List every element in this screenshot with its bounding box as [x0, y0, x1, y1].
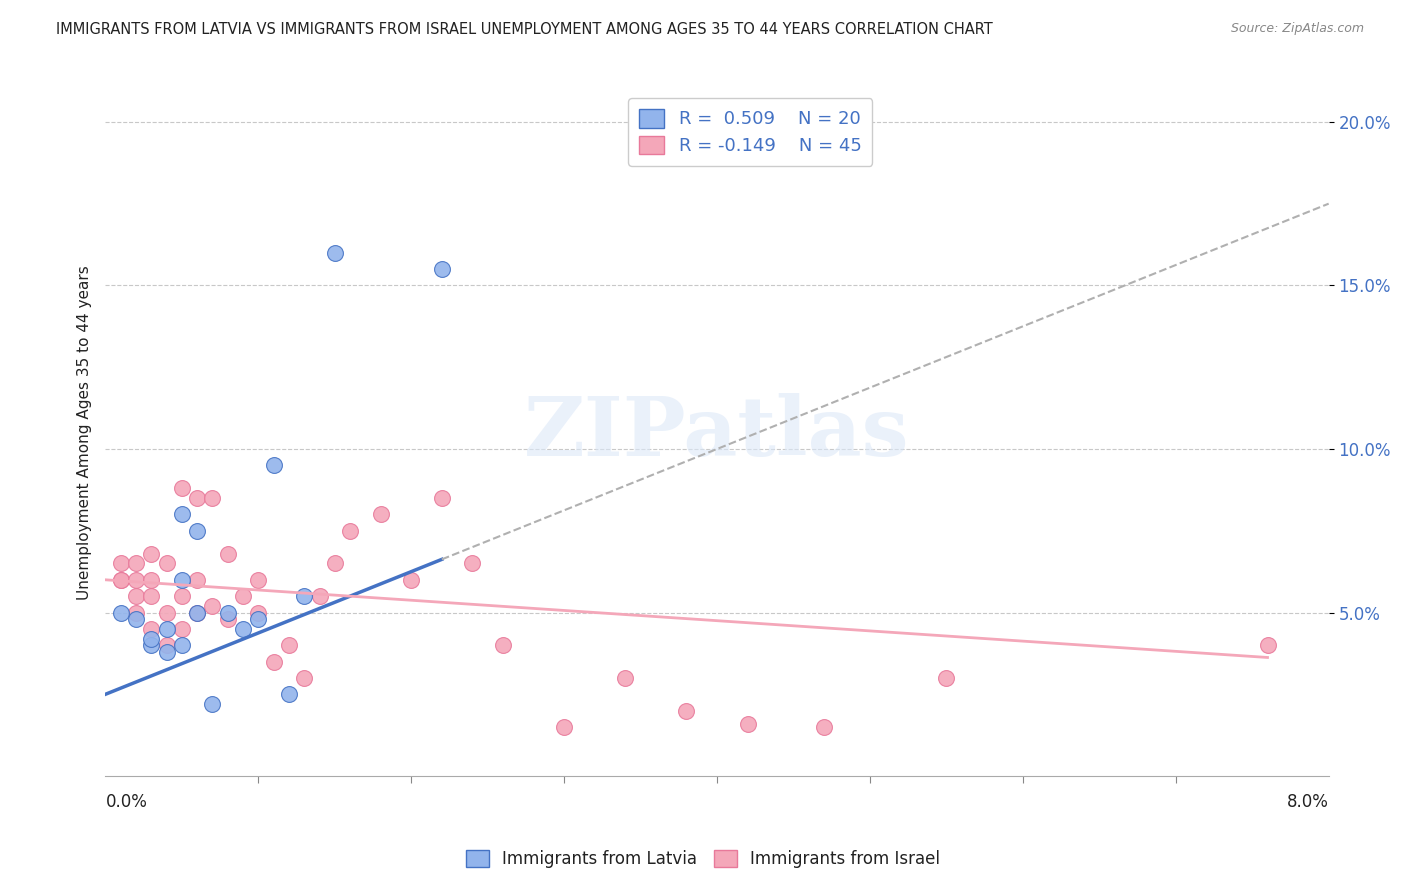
Point [170, 589, 193, 603]
Point [553, 720, 575, 734]
Point [461, 557, 484, 571]
Point [278, 638, 301, 652]
Point [141, 632, 163, 646]
Point [201, 697, 224, 711]
Point [492, 638, 515, 652]
Text: IMMIGRANTS FROM LATVIA VS IMMIGRANTS FROM ISRAEL UNEMPLOYMENT AMONG AGES 35 TO 4: IMMIGRANTS FROM LATVIA VS IMMIGRANTS FRO… [56, 22, 993, 37]
Point [110, 573, 132, 587]
Point [170, 622, 193, 636]
Point [1256, 638, 1278, 652]
Point [110, 573, 132, 587]
Point [247, 573, 270, 587]
Point [125, 606, 148, 620]
Point [155, 622, 177, 636]
Point [186, 573, 208, 587]
Point [125, 557, 148, 571]
Point [110, 606, 132, 620]
Point [186, 606, 208, 620]
Point [155, 557, 177, 571]
Point [155, 645, 177, 659]
Point [813, 720, 835, 734]
Point [232, 622, 254, 636]
Point [141, 638, 163, 652]
Point [430, 491, 453, 505]
Point [125, 612, 148, 626]
Point [399, 573, 422, 587]
Point [675, 704, 697, 718]
Legend: R =  0.509    N = 20, R = -0.149    N = 45: R = 0.509 N = 20, R = -0.149 N = 45 [628, 98, 873, 166]
Point [263, 458, 285, 473]
Point [292, 589, 315, 603]
Text: 0.0%: 0.0% [105, 793, 148, 811]
Point [141, 589, 163, 603]
Text: 8.0%: 8.0% [1286, 793, 1329, 811]
Point [201, 491, 224, 505]
Point [935, 671, 957, 685]
Point [247, 612, 270, 626]
Point [232, 589, 254, 603]
Point [323, 557, 346, 571]
Point [278, 687, 301, 701]
Point [155, 606, 177, 620]
Y-axis label: Unemployment Among Ages 35 to 44 years: Unemployment Among Ages 35 to 44 years [76, 265, 91, 600]
Text: Source: ZipAtlas.com: Source: ZipAtlas.com [1230, 22, 1364, 36]
Point [141, 573, 163, 587]
Point [155, 638, 177, 652]
Point [339, 524, 361, 538]
Point [170, 481, 193, 495]
Point [186, 491, 208, 505]
Point [247, 606, 270, 620]
Point [125, 589, 148, 603]
Point [217, 606, 239, 620]
Point [141, 622, 163, 636]
Point [201, 599, 224, 613]
Point [186, 524, 208, 538]
Point [308, 589, 330, 603]
Point [430, 262, 453, 277]
Point [292, 671, 315, 685]
Point [110, 557, 132, 571]
Point [125, 573, 148, 587]
Text: ZIPatlas: ZIPatlas [524, 392, 910, 473]
Point [217, 612, 239, 626]
Point [614, 671, 637, 685]
Point [323, 245, 346, 260]
Point [170, 573, 193, 587]
Point [217, 547, 239, 561]
Point [141, 547, 163, 561]
Point [370, 508, 392, 522]
Point [263, 655, 285, 669]
Point [737, 716, 759, 731]
Point [170, 508, 193, 522]
Point [186, 606, 208, 620]
Point [170, 638, 193, 652]
Legend: Immigrants from Latvia, Immigrants from Israel: Immigrants from Latvia, Immigrants from … [458, 843, 948, 875]
